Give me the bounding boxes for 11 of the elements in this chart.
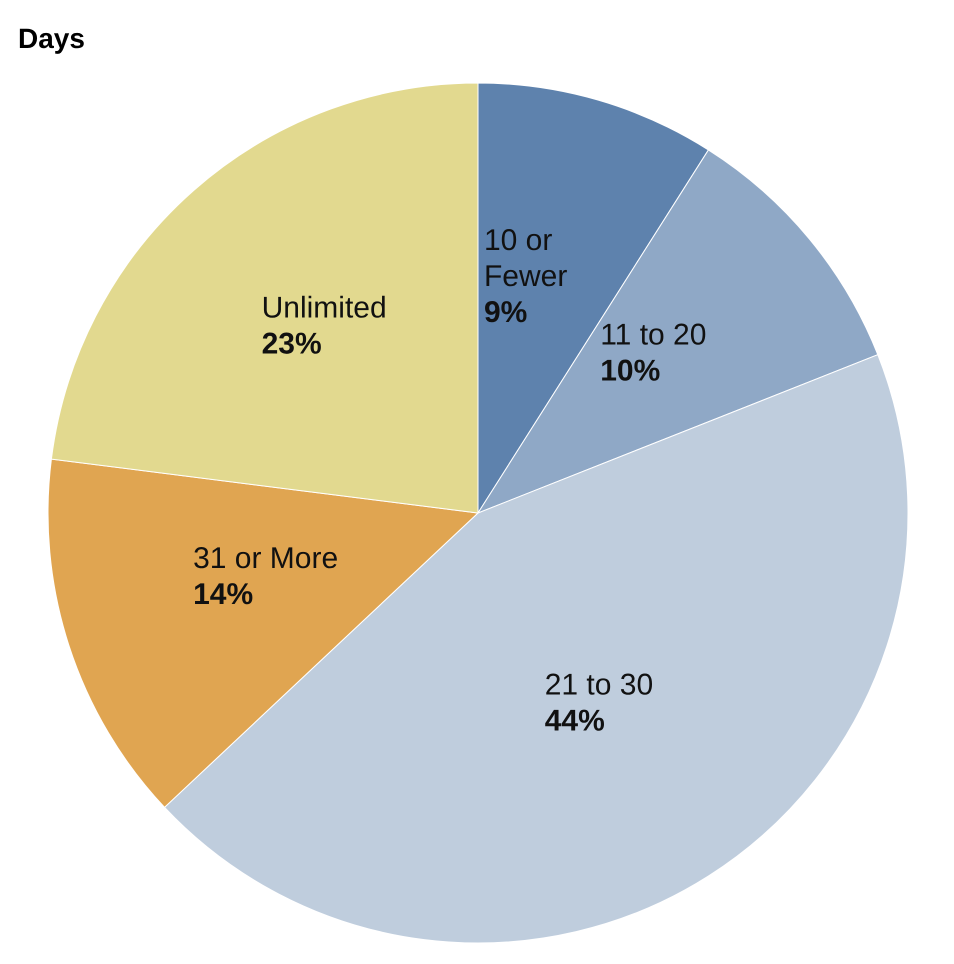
slice-label: 10 or Fewer	[484, 224, 568, 293]
slice-label: Unlimited	[262, 292, 387, 325]
data-label: 23%	[262, 328, 322, 361]
slice-label: 21 to 30	[544, 668, 654, 702]
slice-label: 31 or More	[193, 542, 338, 576]
data-label: 10%	[600, 354, 660, 388]
chart-title: Days	[18, 23, 85, 54]
data-label: 44%	[544, 704, 605, 738]
slice-label: 11 to 20	[600, 318, 706, 352]
data-label: 14%	[193, 578, 254, 612]
data-label: 9%	[484, 296, 528, 329]
